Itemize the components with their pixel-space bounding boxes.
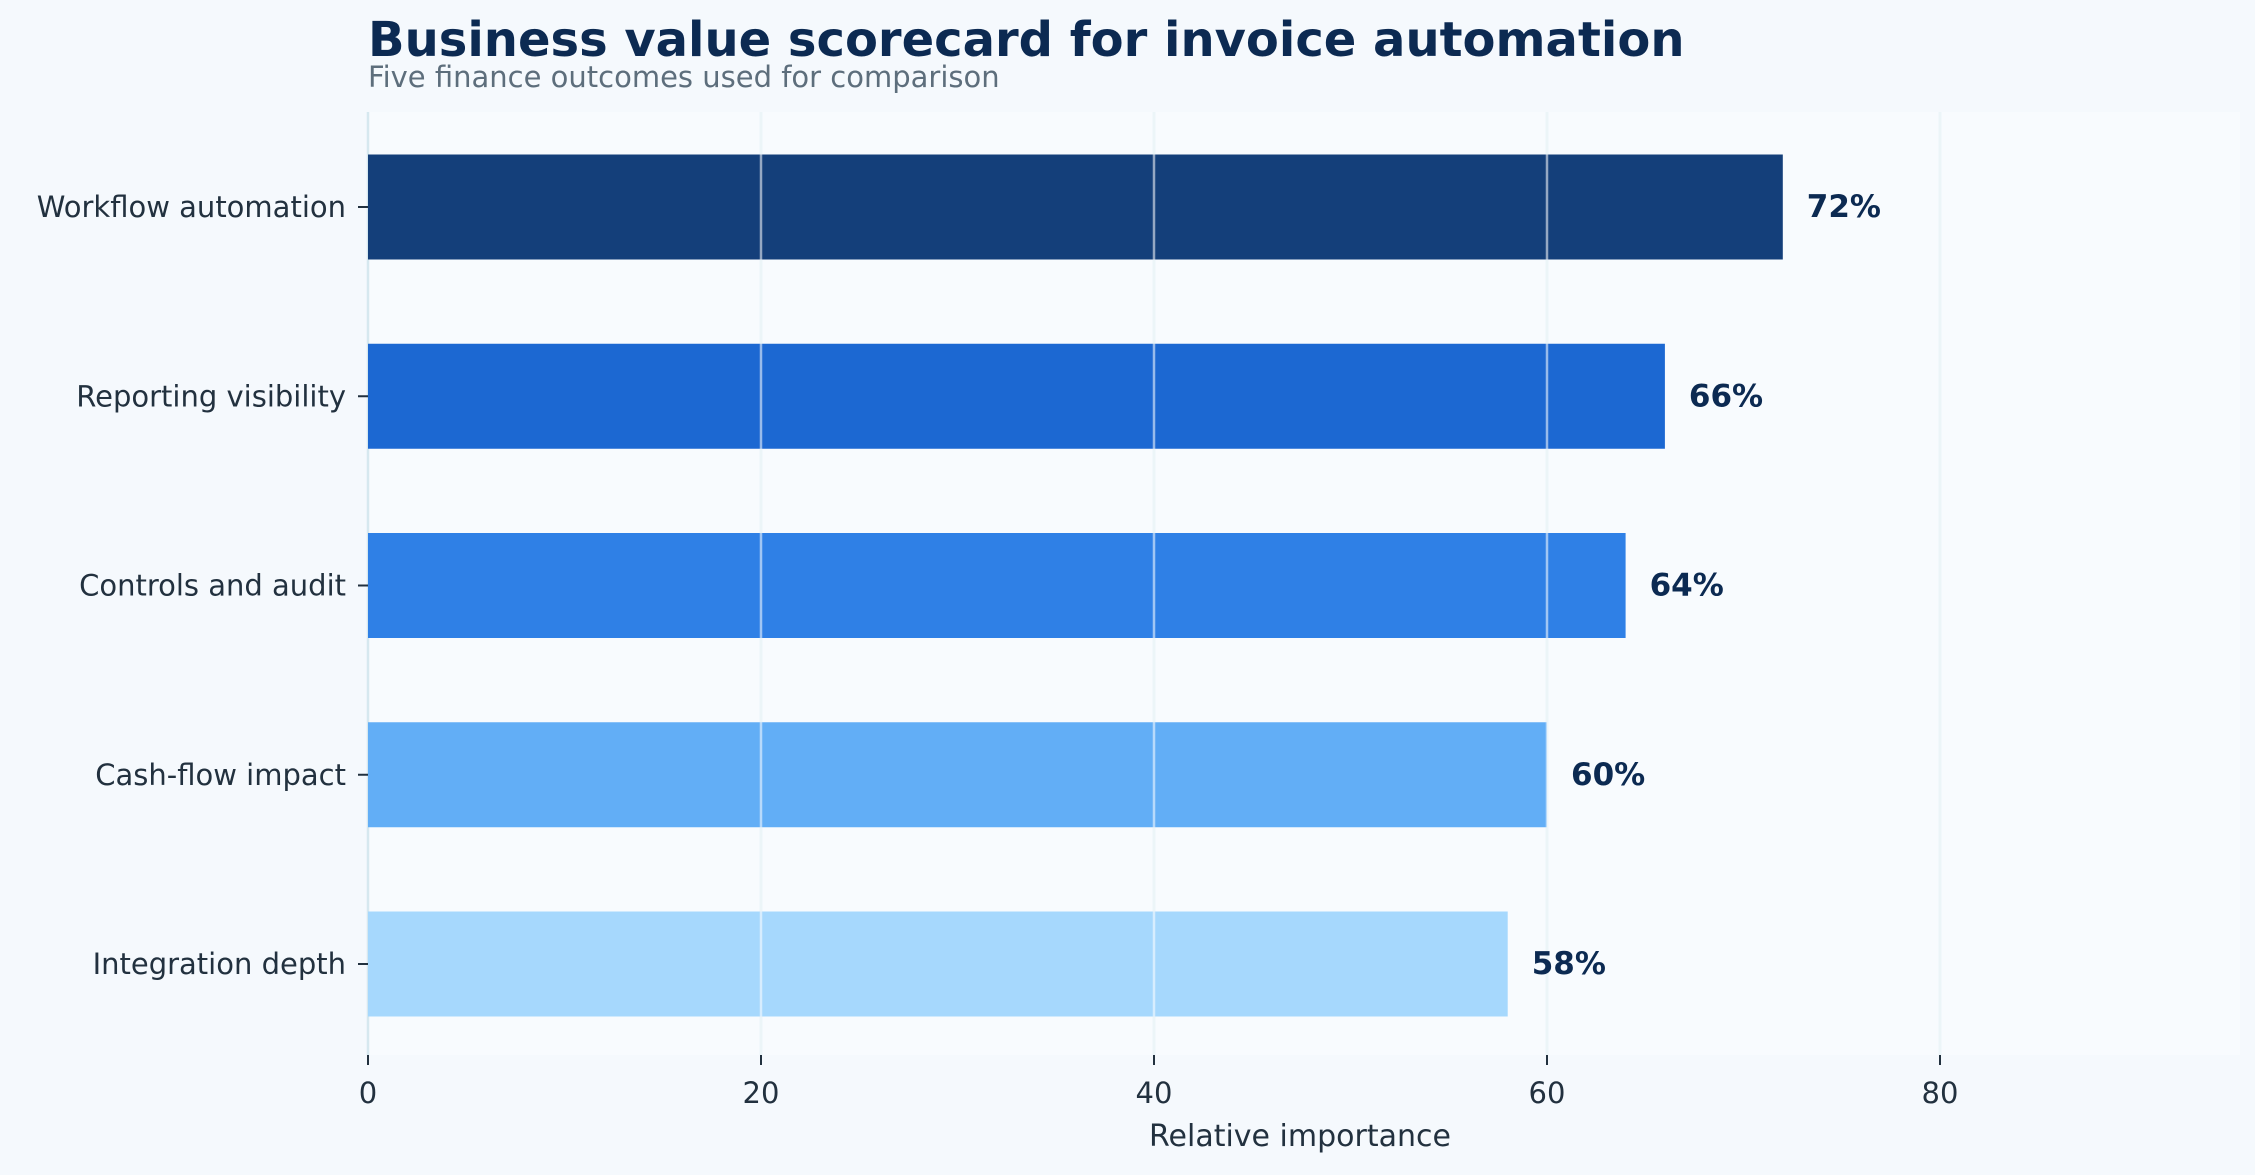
value-label: 66% bbox=[1689, 378, 1763, 414]
y-tick-label: Cash-flow impact bbox=[95, 758, 346, 792]
bar-cash-flow-impact bbox=[368, 722, 1547, 828]
value-labels: 72% 66% 64% 60% 58% bbox=[1532, 189, 1881, 982]
x-tick-label: 40 bbox=[1136, 1076, 1173, 1110]
chart-title: Business value scorecard for invoice aut… bbox=[368, 12, 1685, 68]
x-axis-ticks: 0 20 40 60 80 bbox=[359, 1055, 1959, 1110]
bar-controls-and-audit bbox=[368, 533, 1626, 638]
bar-reporting-visibility bbox=[368, 343, 1665, 449]
x-axis-title: Relative importance bbox=[1149, 1119, 1451, 1154]
value-label: 64% bbox=[1650, 568, 1724, 604]
value-label: 58% bbox=[1532, 946, 1606, 982]
y-axis-ticks: Workflow automation Reporting visibility C… bbox=[37, 190, 368, 981]
y-tick-label: Reporting visibility bbox=[76, 379, 346, 413]
value-label: 60% bbox=[1571, 757, 1645, 793]
x-tick-label: 80 bbox=[1922, 1076, 1959, 1110]
x-tick-label: 0 bbox=[359, 1076, 377, 1110]
value-label: 72% bbox=[1807, 189, 1881, 225]
y-tick-label: Integration depth bbox=[93, 947, 346, 981]
x-tick-label: 60 bbox=[1529, 1076, 1566, 1110]
gridlines-over bbox=[759, 112, 1942, 1055]
y-tick-label: Controls and audit bbox=[79, 569, 346, 603]
x-tick-label: 20 bbox=[743, 1076, 780, 1110]
bar-workflow-automation bbox=[368, 154, 1783, 260]
y-tick-label: Workflow automation bbox=[37, 190, 346, 224]
bar-integration-depth bbox=[368, 911, 1508, 1017]
chart-subtitle: Five finance outcomes used for compariso… bbox=[368, 60, 1000, 94]
